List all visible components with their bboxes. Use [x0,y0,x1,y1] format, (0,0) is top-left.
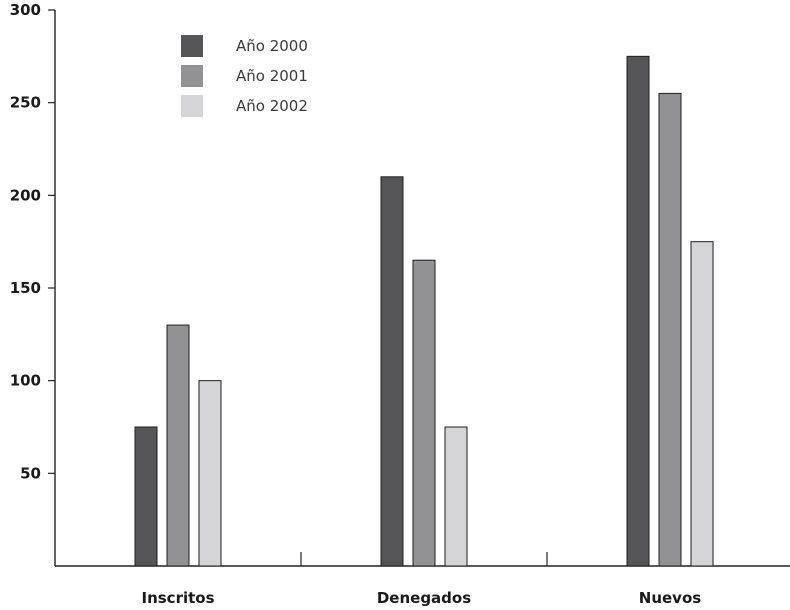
x-category-label: Inscritos [141,589,214,607]
legend-label: Año 2000 [236,37,308,55]
x-axis-labels: Inscritos Denegados Nuevos [141,589,701,607]
legend-label: Año 2001 [236,67,308,85]
legend: Año 2000 Año 2001 Año 2002 [181,35,308,117]
y-tick-label: 150 [10,279,41,297]
bar [134,426,158,567]
y-axis-ticks: 50 100 150 200 250 300 [10,1,55,482]
x-category-label: Denegados [377,589,471,607]
y-tick-label: 200 [10,186,41,204]
legend-swatch [181,35,203,57]
y-tick-label: 100 [10,372,41,390]
y-tick-label: 250 [10,94,41,112]
bar [166,324,190,567]
legend-swatch [181,65,203,87]
bar [690,241,714,567]
bar [658,92,682,567]
bar [198,380,222,567]
legend-label: Año 2002 [236,97,308,115]
bar [626,55,650,567]
y-tick-label: 50 [20,464,41,482]
bar [380,176,404,567]
y-tick-label: 300 [10,1,41,19]
bar [412,259,436,567]
x-category-label: Nuevos [639,589,701,607]
legend-swatch [181,95,203,117]
bar [444,426,468,567]
bars [134,55,714,567]
